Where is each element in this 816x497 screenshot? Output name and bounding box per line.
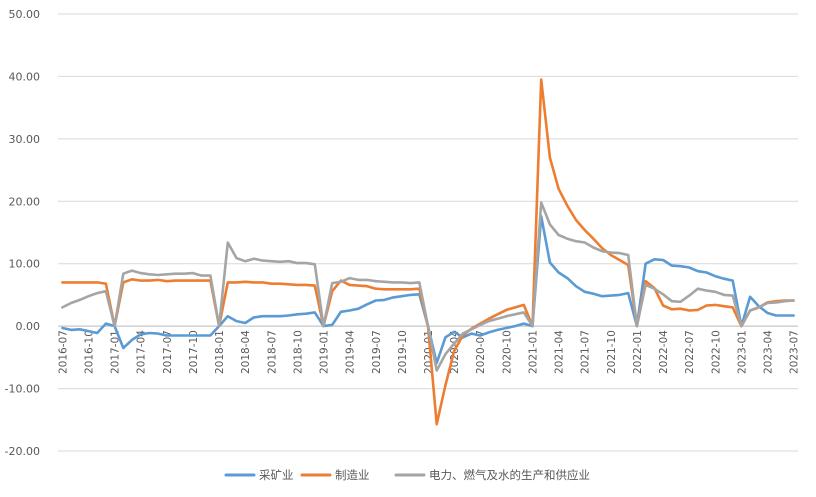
x-tick-label: 2017-01	[110, 330, 122, 374]
legend-label: 电力、燃气及水的生产和供应业	[429, 468, 590, 482]
x-tick-label: 2018-07	[266, 330, 278, 374]
x-tick-label: 2019-04	[345, 330, 357, 374]
y-tick-label: 50.00	[9, 8, 41, 21]
x-tick-label: 2018-01	[214, 330, 226, 374]
x-tick-label: 2017-04	[136, 330, 148, 374]
x-tick-label: 2018-04	[240, 330, 252, 374]
x-tick-label: 2016-10	[83, 330, 95, 374]
x-tick-label: 2022-01	[632, 330, 644, 374]
x-tick-label: 2022-07	[684, 330, 696, 374]
legend-label: 采矿业	[259, 468, 294, 482]
x-tick-label: 2022-10	[710, 330, 722, 374]
x-tick-label: 2019-07	[371, 330, 383, 374]
x-tick-label: 2023-04	[763, 330, 775, 374]
y-tick-label: -10.00	[5, 383, 40, 396]
y-axis-tick-labels: 50.00 40.00 30.00 20.00 10.00 0.00 -10.00 -20.0…	[5, 8, 40, 458]
x-axis-tick-labels: 2016-07 2016-10 2017-01 2017-04 2017-07 2017-…	[57, 330, 800, 374]
x-tick-label: 2019-10	[397, 330, 409, 374]
x-tick-label: 2020-10	[501, 330, 513, 374]
x-tick-label: 2017-10	[188, 330, 200, 374]
x-tick-label: 2021-07	[580, 330, 592, 374]
x-tick-label: 2022-04	[658, 330, 670, 374]
series-line-3	[61, 201, 795, 372]
y-tick-label: 20.00	[9, 195, 41, 208]
x-tick-label: 2018-10	[292, 330, 304, 374]
x-tick-label: 2020-07	[475, 330, 487, 374]
x-tick-label: 2017-07	[162, 330, 174, 374]
x-tick-label: 2016-07	[57, 330, 69, 374]
y-tick-label: 30.00	[9, 133, 41, 146]
series-lines	[61, 78, 795, 426]
y-tick-label: 40.00	[9, 70, 41, 83]
y-tick-label: 10.00	[9, 258, 41, 271]
x-tick-label: 2023-07	[789, 330, 801, 374]
x-tick-label: 2021-10	[606, 330, 618, 374]
x-tick-label: 2023-01	[736, 330, 748, 374]
x-tick-label: 2019-01	[319, 330, 331, 374]
legend-label: 制造业	[335, 468, 370, 482]
gridlines	[58, 13, 798, 452]
x-tick-label: 2021-01	[527, 330, 539, 374]
y-tick-label: 0.00	[16, 320, 41, 333]
legend: 采矿业 制造业 电力、燃气及水的生产和供应业	[224, 468, 590, 482]
y-tick-label: -20.00	[5, 445, 40, 458]
x-tick-label: 2021-04	[554, 330, 566, 374]
